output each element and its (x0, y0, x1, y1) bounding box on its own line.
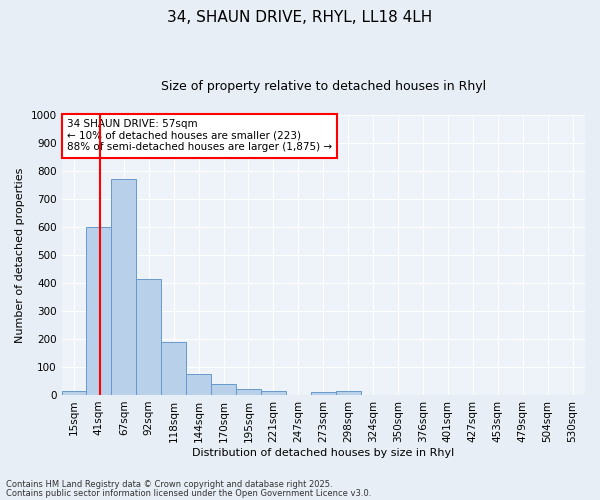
X-axis label: Distribution of detached houses by size in Rhyl: Distribution of detached houses by size … (192, 448, 454, 458)
Text: Contains HM Land Registry data © Crown copyright and database right 2025.: Contains HM Land Registry data © Crown c… (6, 480, 332, 489)
Bar (112, 180, 136, 395)
Text: 34 SHAUN DRIVE: 57sqm
← 10% of detached houses are smaller (223)
88% of semi-det: 34 SHAUN DRIVE: 57sqm ← 10% of detached … (67, 119, 332, 152)
Bar (211, 384, 236, 395)
Bar (336, 391, 361, 395)
Bar (86, 227, 112, 395)
Bar (311, 392, 336, 395)
Title: Size of property relative to detached houses in Rhyl: Size of property relative to detached ho… (161, 80, 486, 93)
Bar (186, 374, 211, 395)
Text: 34, SHAUN DRIVE, RHYL, LL18 4LH: 34, SHAUN DRIVE, RHYL, LL18 4LH (167, 10, 433, 25)
Bar (236, 390, 261, 395)
Bar (161, 342, 186, 395)
Bar (261, 391, 286, 395)
Text: Contains public sector information licensed under the Open Government Licence v3: Contains public sector information licen… (6, 489, 371, 498)
Bar (136, 279, 161, 395)
Y-axis label: Number of detached properties: Number of detached properties (15, 168, 25, 342)
Bar (62, 391, 86, 395)
